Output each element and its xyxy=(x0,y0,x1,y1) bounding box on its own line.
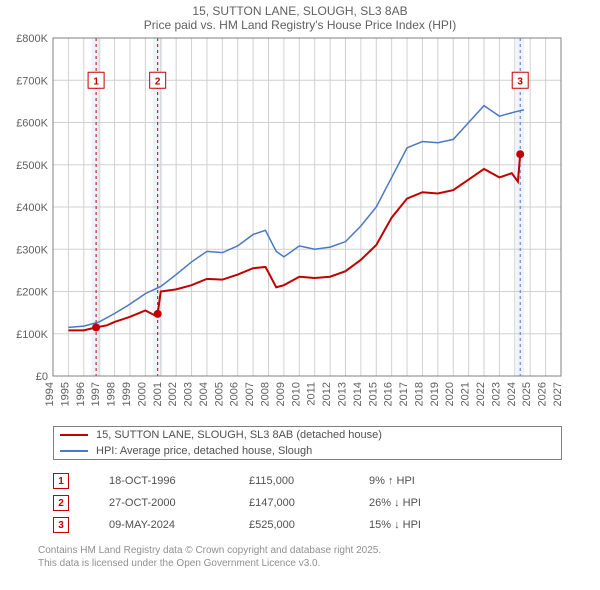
sale-price: £115,000 xyxy=(249,475,369,487)
sales-table: 1 18-OCT-1996 £115,000 9% ↑ HPI 2 27-OCT… xyxy=(0,460,600,536)
svg-text:2016: 2016 xyxy=(383,382,395,406)
svg-text:1994: 1994 xyxy=(44,382,56,406)
svg-text:2018: 2018 xyxy=(413,382,425,406)
svg-text:2013: 2013 xyxy=(336,382,348,406)
svg-text:1996: 1996 xyxy=(75,382,87,406)
svg-text:2014: 2014 xyxy=(352,382,364,406)
svg-text:2005: 2005 xyxy=(213,382,225,406)
title-line2: Price paid vs. HM Land Registry's House … xyxy=(0,18,600,32)
svg-text:2004: 2004 xyxy=(198,382,210,406)
sale-price: £147,000 xyxy=(249,497,369,509)
legend-row: HPI: Average price, detached house, Slou… xyxy=(54,443,561,459)
svg-text:2008: 2008 xyxy=(260,382,272,406)
footer-line1: Contains HM Land Registry data © Crown c… xyxy=(38,544,600,557)
svg-text:£300K: £300K xyxy=(16,244,48,256)
sale-date: 18-OCT-1996 xyxy=(69,475,249,487)
svg-text:2011: 2011 xyxy=(306,382,318,406)
svg-text:2020: 2020 xyxy=(444,382,456,406)
svg-text:£500K: £500K xyxy=(16,160,48,172)
footer-text: Contains HM Land Registry data © Crown c… xyxy=(0,536,600,570)
svg-text:2023: 2023 xyxy=(490,382,502,406)
sale-pct: 26% ↓ HPI xyxy=(369,497,489,509)
svg-text:1: 1 xyxy=(93,76,99,87)
svg-text:£0: £0 xyxy=(36,371,48,383)
svg-text:2022: 2022 xyxy=(475,382,487,406)
svg-text:2007: 2007 xyxy=(244,382,256,406)
svg-text:2: 2 xyxy=(155,76,161,87)
svg-text:2015: 2015 xyxy=(367,382,379,406)
sale-pct: 9% ↑ HPI xyxy=(369,475,489,487)
sales-row: 3 09-MAY-2024 £525,000 15% ↓ HPI xyxy=(53,514,600,536)
svg-text:2000: 2000 xyxy=(136,382,148,406)
svg-text:2026: 2026 xyxy=(537,382,549,406)
svg-text:1995: 1995 xyxy=(59,382,71,406)
chart-titles: 15, SUTTON LANE, SLOUGH, SL3 8AB Price p… xyxy=(0,0,600,32)
svg-text:2009: 2009 xyxy=(275,382,287,406)
svg-text:2012: 2012 xyxy=(321,382,333,406)
sale-price: £525,000 xyxy=(249,519,369,531)
svg-text:2002: 2002 xyxy=(167,382,179,406)
sales-row: 2 27-OCT-2000 £147,000 26% ↓ HPI xyxy=(53,492,600,514)
footer-line2: This data is licensed under the Open Gov… xyxy=(38,557,600,570)
marker-box: 1 xyxy=(53,473,69,489)
sale-date: 27-OCT-2000 xyxy=(69,497,249,509)
sale-pct: 15% ↓ HPI xyxy=(369,519,489,531)
legend-row: 15, SUTTON LANE, SLOUGH, SL3 8AB (detach… xyxy=(54,427,561,443)
svg-text:2017: 2017 xyxy=(398,382,410,406)
title-line1: 15, SUTTON LANE, SLOUGH, SL3 8AB xyxy=(0,4,600,18)
svg-text:1998: 1998 xyxy=(106,382,118,406)
svg-text:2001: 2001 xyxy=(152,382,164,406)
svg-text:2006: 2006 xyxy=(229,382,241,406)
svg-text:1999: 1999 xyxy=(121,382,133,406)
marker-box: 3 xyxy=(53,517,69,533)
svg-text:2010: 2010 xyxy=(290,382,302,406)
svg-text:£800K: £800K xyxy=(16,33,48,45)
svg-text:2003: 2003 xyxy=(183,382,195,406)
legend-label: 15, SUTTON LANE, SLOUGH, SL3 8AB (detach… xyxy=(96,429,382,441)
svg-text:£600K: £600K xyxy=(16,118,48,130)
legend-swatch xyxy=(60,434,88,436)
legend-label: HPI: Average price, detached house, Slou… xyxy=(96,445,312,457)
marker-box: 2 xyxy=(53,495,69,511)
price-chart: £0 £100K £200K £300K £400K £500K £600K £700K £80… xyxy=(0,32,600,420)
svg-text:3: 3 xyxy=(517,76,523,87)
svg-text:£400K: £400K xyxy=(16,202,48,214)
legend-swatch xyxy=(60,450,88,452)
svg-text:£700K: £700K xyxy=(16,75,48,87)
sales-row: 1 18-OCT-1996 £115,000 9% ↑ HPI xyxy=(53,470,600,492)
svg-text:2019: 2019 xyxy=(429,382,441,406)
svg-text:2021: 2021 xyxy=(460,382,472,406)
svg-text:1997: 1997 xyxy=(90,382,102,406)
svg-text:£100K: £100K xyxy=(16,329,48,341)
legend: 15, SUTTON LANE, SLOUGH, SL3 8AB (detach… xyxy=(53,426,562,460)
sale-date: 09-MAY-2024 xyxy=(69,519,249,531)
svg-text:2024: 2024 xyxy=(506,382,518,406)
svg-text:2025: 2025 xyxy=(521,382,533,406)
svg-text:2027: 2027 xyxy=(552,382,564,406)
svg-text:£200K: £200K xyxy=(16,287,48,299)
